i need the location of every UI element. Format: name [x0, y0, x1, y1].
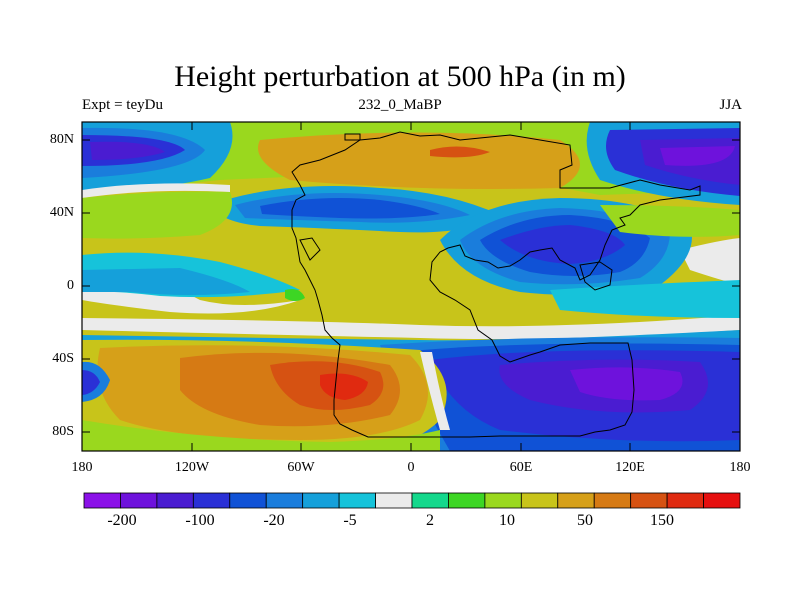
colorbar-swatch [302, 492, 340, 509]
colorbar-swatch [557, 492, 595, 509]
colorbar-swatch [593, 492, 632, 509]
x-tick-label: 180 [71, 460, 93, 475]
colorbar-swatch [630, 492, 668, 509]
colorbar-label: -200 [107, 512, 137, 529]
colorbar-label: 10 [499, 512, 515, 529]
colorbar-label: 150 [650, 512, 674, 529]
y-tick-label: 80N [49, 132, 74, 147]
colorbar-swatch [411, 492, 449, 509]
colorbar-label: -5 [343, 512, 357, 529]
colorbar-swatch [120, 492, 158, 509]
x-tick-label: 180 [729, 460, 751, 475]
colorbar-swatch [338, 492, 376, 509]
tick-marks [81, 122, 741, 451]
y-tick-label: 40S [52, 351, 74, 366]
x-tick-label: 60E [509, 460, 533, 475]
x-tick-label: 60W [287, 460, 315, 475]
colorbar-swatch [192, 492, 231, 509]
x-tick-label: 120E [615, 460, 645, 475]
colorbar-label: 50 [577, 512, 593, 529]
contour-field [82, 122, 740, 451]
x-tick-label: 0 [407, 460, 415, 475]
continent-outlines [291, 131, 701, 438]
period-label: 232_0_MaBP [358, 97, 442, 113]
y-tick-label: 0 [67, 278, 74, 293]
colorbar-label: -20 [263, 512, 285, 529]
colorbar-swatch [229, 492, 267, 509]
colorbar-swatch [484, 492, 522, 509]
season-label: JJA [719, 97, 742, 113]
y-tick-label: 40N [49, 205, 74, 220]
colorbar-swatch [265, 492, 304, 509]
map-title: Height perturbation at 500 hPa (in m) [174, 60, 626, 93]
colorbar-swatch [703, 492, 741, 509]
colorbar [83, 492, 741, 509]
colorbar-swatch [520, 492, 559, 509]
colorbar-swatch [156, 492, 194, 509]
colorbar-swatch [448, 492, 486, 509]
colorbar-swatch [375, 492, 413, 509]
x-tick-label: 120W [174, 460, 210, 475]
colorbar-label: 2 [426, 512, 434, 529]
experiment-label: Expt = teyDu [82, 97, 163, 113]
y-tick-label: 80S [52, 424, 74, 439]
colorbar-label: -100 [185, 512, 215, 529]
colorbar-swatch [83, 492, 121, 509]
colorbar-swatch [666, 492, 704, 509]
